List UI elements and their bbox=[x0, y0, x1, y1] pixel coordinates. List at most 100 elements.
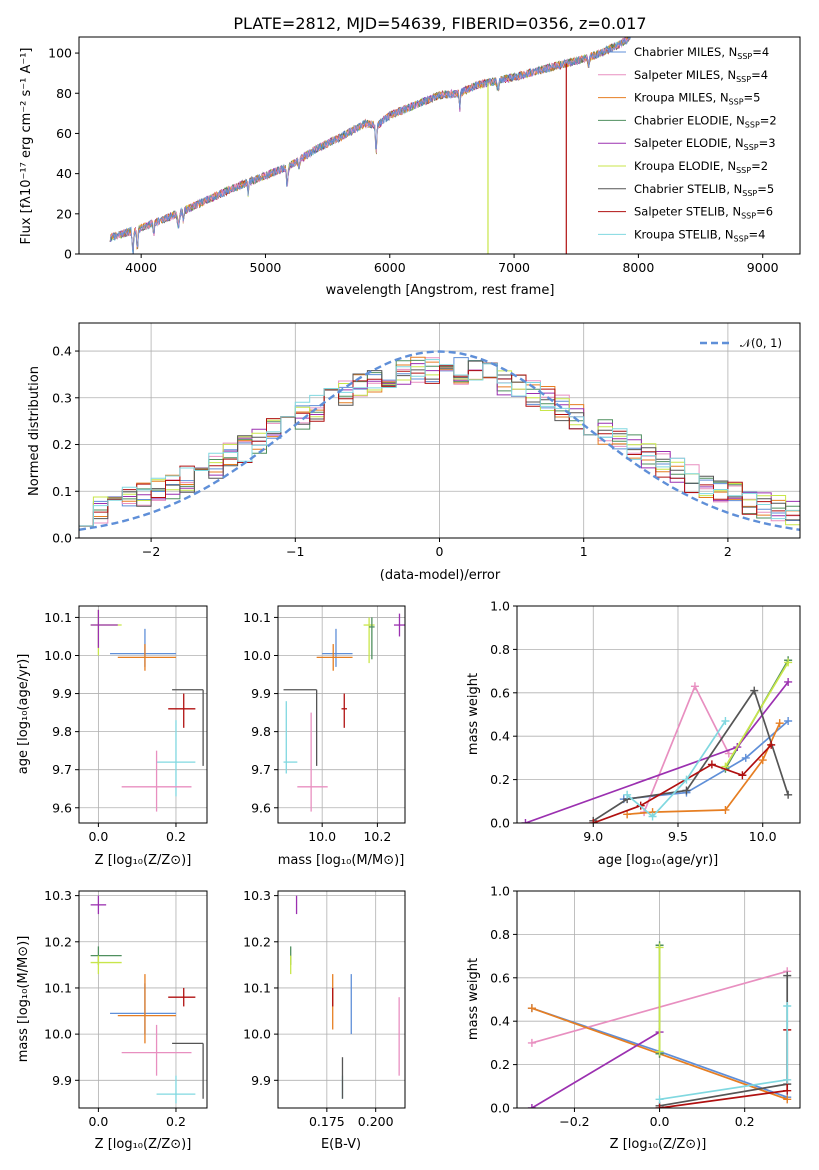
mass-weight-vs-Z-ytick-label: 0.4 bbox=[490, 1014, 510, 1029]
legend-sub-3: SSP bbox=[745, 120, 760, 129]
mass-vs-metallicity-xlabel: Z [log₁₀(Z/Z⊙)] bbox=[95, 1137, 192, 1152]
mass-weight-vs-metallicity-xlabel: Z [log₁₀(Z/Z⊙)] bbox=[610, 1137, 707, 1152]
residuals-xtick-label: −2 bbox=[142, 544, 160, 559]
mass-weight-vs-age-panel: 9.0 9.5 10.0 0.0 0.2 0.4 0.6 0.8 1.0 age [log₁₀(… bbox=[466, 599, 801, 868]
mass-weight-vs-Z-series-marker-7-1 bbox=[783, 1086, 792, 1095]
age-vs-Z-point-5 bbox=[156, 720, 196, 797]
age-vs-mass-point-2 bbox=[369, 617, 375, 660]
mass-weight-vs-age-series-line-8 bbox=[626, 720, 727, 818]
mass-vs-Z-point-5 bbox=[168, 987, 196, 1007]
spectrum-line-7 bbox=[109, 37, 631, 254]
mass-weight-vs-age-series-marker-4-2 bbox=[784, 677, 793, 686]
mass-weight-vs-Z-series-4 bbox=[527, 1028, 664, 1108]
mass-vs-Z-point-8 bbox=[172, 1042, 204, 1099]
mass-weight-vs-age-xtick-label: 9.5 bbox=[668, 829, 688, 844]
legend-sub-5: SSP bbox=[736, 166, 751, 175]
age-vs-metallicity-panel: 0.0 0.2 9.6 9.7 9.8 9.9 10.0 10.1 Z [log₁₀(Z/Z⊙… bbox=[16, 605, 208, 868]
mass-weight-vs-age-series-marker-2-0 bbox=[623, 810, 632, 819]
legend-label-1: Salpeter MILES, NSSP=4 bbox=[634, 68, 768, 84]
mass-weight-vs-Z-series-line-6 bbox=[659, 975, 789, 1107]
mass-weight-vs-Z-series-5 bbox=[655, 943, 664, 1056]
legend-label-7: Salpeter STELIB, NSSP=6 bbox=[634, 205, 773, 221]
mass-vs-EBV-ytick-label: 10.1 bbox=[243, 980, 271, 995]
mass-vs-EBV-xtick-label: 0.175 bbox=[309, 1114, 345, 1129]
mass-weight-vs-age-series-line-5 bbox=[724, 661, 789, 768]
age-vs-Z-point-6 bbox=[121, 750, 192, 812]
residuals-ylabel: Normed distribution bbox=[27, 366, 42, 496]
legend-nssp-2: =5 bbox=[744, 91, 761, 105]
mass-weight-vs-Z-series-marker-7-0 bbox=[655, 1104, 664, 1108]
mass-weight-vs-age-ytick-label: 0.8 bbox=[490, 642, 510, 657]
mass-weight-vs-age-series-marker-8-1 bbox=[648, 812, 657, 821]
mass-weight-vs-age-series-marker-0-3 bbox=[784, 717, 793, 726]
residuals-xtick-label: 2 bbox=[724, 544, 732, 559]
legend-sub-8: SSP bbox=[734, 234, 749, 243]
residual-histogram-8 bbox=[79, 359, 800, 527]
mass-vs-metallicity-frame bbox=[78, 890, 208, 1109]
spectrum-ytick-label: 60 bbox=[56, 126, 72, 141]
residuals-xtick-label: 1 bbox=[580, 544, 588, 559]
mass-weight-vs-Z-ytick-label: 0.0 bbox=[490, 1101, 510, 1116]
age-vs-mass-point-5 bbox=[341, 693, 348, 728]
mass-weight-vs-Z-series-marker-2-2 bbox=[783, 1095, 792, 1104]
age-vs-mass-point-8 bbox=[283, 689, 318, 766]
spectrum-xtick-label: 9000 bbox=[747, 260, 779, 275]
spectrum-ytick-label: 0 bbox=[64, 247, 72, 262]
age-vs-Z-ytick-label: 9.7 bbox=[52, 762, 72, 777]
mass-weight-vs-age-ylabel: mass weight bbox=[466, 673, 481, 755]
legend-sub-7: SSP bbox=[741, 212, 756, 221]
mass-weight-vs-age-xtick-label: 10.0 bbox=[749, 829, 777, 844]
mass-weight-vs-age-series-marker-6-4 bbox=[784, 790, 793, 799]
mass-weight-vs-metallicity-frame bbox=[516, 890, 801, 1109]
age-vs-mass-xlabel: mass [log₁₀(M/M⊙)] bbox=[278, 853, 405, 868]
age-vs-Z-ytick-label: 10.1 bbox=[44, 610, 72, 625]
age-vs-Z-point-4 bbox=[168, 693, 196, 728]
legend-nssp-1: =4 bbox=[751, 68, 768, 82]
spectrum-xtick-label: 4000 bbox=[125, 260, 157, 275]
legend-label-6: Chabrier STELIB, NSSP=5 bbox=[634, 182, 774, 198]
legend-nssp-6: =5 bbox=[757, 182, 774, 196]
mass-weight-vs-metallicity-ylabel: mass weight bbox=[466, 958, 481, 1040]
legend-sub-1: SSP bbox=[736, 75, 751, 84]
mass-weight-vs-age-xlabel: age [log₁₀(age/yr)] bbox=[598, 853, 719, 868]
mass-vs-Z-point-7 bbox=[121, 1024, 192, 1076]
age-vs-mass-xtick-label: 10.0 bbox=[308, 829, 336, 844]
gaussian-legend-label: 𝒩(0, 1) bbox=[740, 336, 782, 350]
age-vs-Z-point-0 bbox=[90, 609, 122, 656]
legend-nssp-3: =2 bbox=[760, 113, 777, 127]
age-vs-Z-point-7 bbox=[172, 689, 204, 766]
mass-vs-Z-xtick-label: 0.2 bbox=[166, 1114, 186, 1129]
legend-name-6: Chabrier STELIB, N bbox=[634, 182, 742, 196]
age-vs-metallicity-xlabel: Z [log₁₀(Z/Z⊙)] bbox=[95, 853, 192, 868]
age-vs-mass-point-3 bbox=[322, 628, 353, 667]
legend-label-4: Salpeter ELODIE, NSSP=3 bbox=[634, 136, 776, 152]
mass-weight-vs-age-series-marker-5-1 bbox=[784, 658, 793, 667]
age-vs-mass-panel: 10.0 10.2 9.6 9.7 9.8 9.9 10.0 10.1 mass [log₁₀… bbox=[243, 605, 406, 868]
age-vs-Z-ytick-label: 10.0 bbox=[44, 648, 72, 663]
mass-weight-vs-age-series-line-4 bbox=[525, 681, 789, 823]
age-vs-mass-ytick-label: 10.1 bbox=[243, 610, 271, 625]
age-vs-metallicity-ylabel: age [log₁₀(age/yr)] bbox=[16, 654, 31, 775]
mass-weight-vs-age-series-marker-7-0 bbox=[589, 819, 598, 823]
age-vs-mass-ytick-label: 9.8 bbox=[251, 724, 271, 739]
mass-vs-EBV-ytick-label: 9.9 bbox=[251, 1073, 271, 1088]
spectrum-frame bbox=[78, 36, 801, 255]
mass-weight-vs-age-series-marker-6-2 bbox=[682, 786, 691, 795]
age-vs-Z-ytick-label: 9.6 bbox=[52, 800, 72, 815]
mass-weight-vs-age-series-marker-6-3 bbox=[750, 686, 759, 695]
legend-sub-4: SSP bbox=[744, 143, 759, 152]
age-vs-Z-xtick-label: 0.2 bbox=[166, 829, 186, 844]
gaussian-curve bbox=[78, 350, 801, 531]
legend-nssp-5: =2 bbox=[751, 159, 768, 173]
mass-vs-EBV-xtick-label: 0.200 bbox=[358, 1114, 394, 1129]
mass-vs-metallicity-ylabel: mass [log₁₀(M/M⊙)] bbox=[16, 936, 31, 1063]
mass-vs-Z-ytick-label: 10.0 bbox=[44, 1027, 72, 1042]
age-vs-mass-ytick-label: 9.7 bbox=[251, 762, 271, 777]
mass-vs-EBV-ytick-label: 10.0 bbox=[243, 1027, 271, 1042]
residuals-ytick-label: 0.1 bbox=[52, 484, 72, 499]
mass-weight-vs-Z-series-marker-8-0 bbox=[655, 1095, 664, 1104]
legend-name-8: Kroupa STELIB, N bbox=[634, 227, 734, 241]
mass-weight-vs-Z-ytick-label: 0.6 bbox=[490, 970, 510, 985]
legend-name-1: Salpeter MILES, N bbox=[634, 68, 736, 82]
